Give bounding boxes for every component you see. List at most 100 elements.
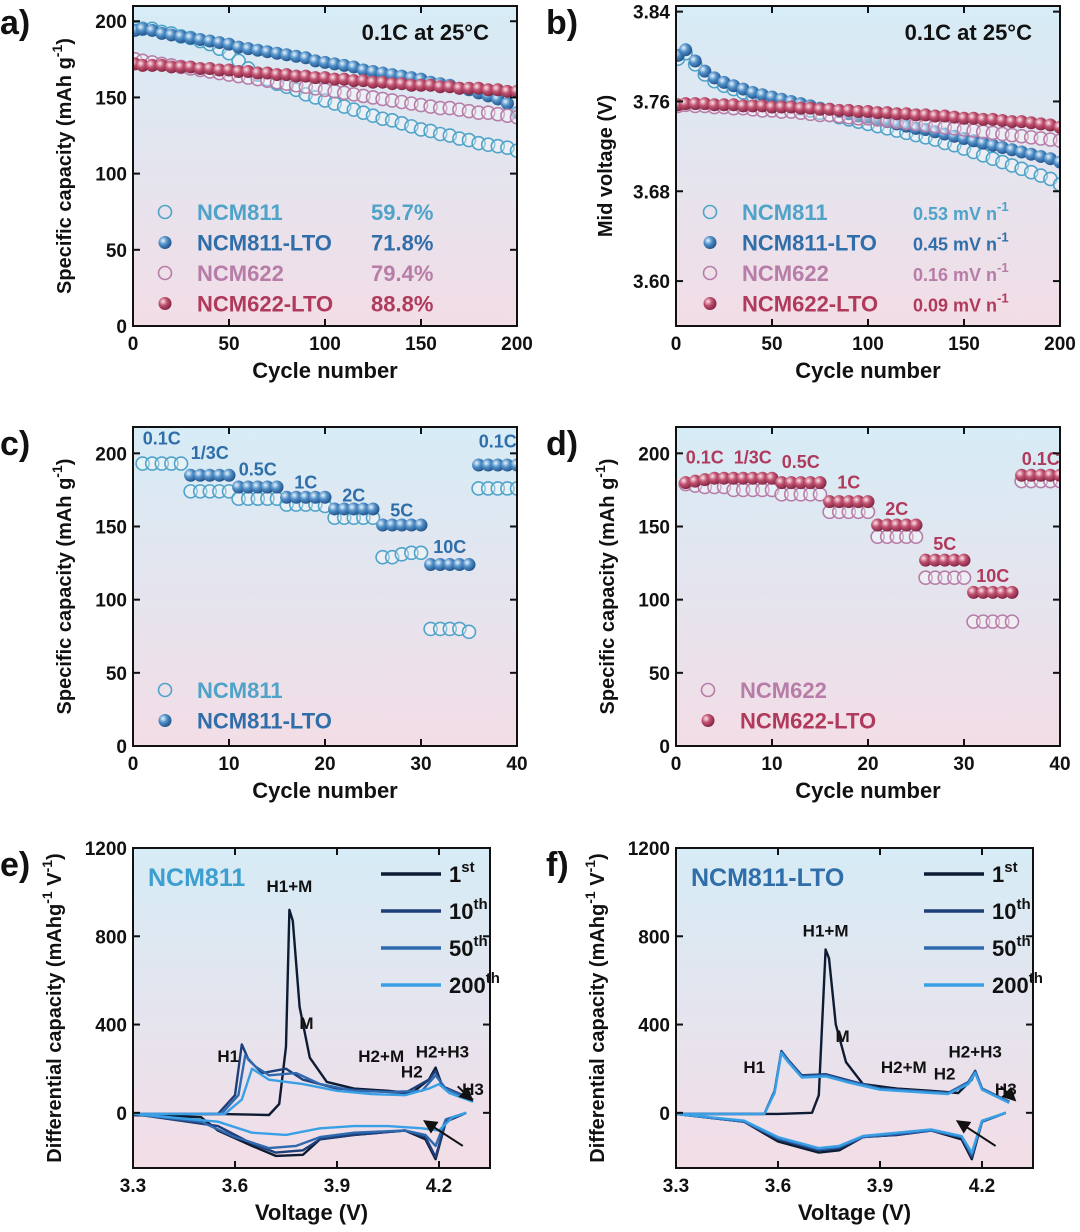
data-point [851, 105, 865, 119]
x-tick-label: 0 [128, 754, 139, 775]
y-tick-label: 3.76 [633, 92, 670, 113]
x-tick-label: 4.2 [969, 1176, 995, 1197]
data-point [347, 74, 361, 88]
data-point [270, 46, 284, 60]
data-point [174, 29, 188, 43]
data-point [908, 529, 924, 545]
legend-label: NCM622 [197, 261, 284, 286]
legend-label: 200th [992, 970, 1043, 998]
legend-marker [157, 265, 173, 281]
legend-label: NCM811-LTO [197, 231, 332, 256]
x-tick-label: 10 [761, 754, 782, 775]
data-point [698, 473, 712, 487]
data-point [184, 60, 198, 74]
peak-annotation: H2+H3 [949, 1043, 1002, 1062]
panel-label: c) [0, 425, 30, 463]
rate-label: 5C [933, 534, 956, 554]
legend-marker [158, 236, 172, 249]
data-point [452, 81, 466, 95]
legend-marker [158, 714, 172, 727]
x-tick-label: 200 [1044, 334, 1076, 355]
peak-annotation: H2+H3 [416, 1043, 469, 1062]
data-point [212, 36, 226, 50]
data-point [433, 80, 447, 94]
data-point [957, 111, 971, 125]
data-point [443, 558, 457, 572]
trend-arrow [423, 1120, 464, 1147]
data-point [794, 476, 808, 490]
data-point [500, 84, 514, 98]
data-point [727, 471, 741, 485]
data-point [260, 480, 274, 494]
y-tick-label: 0 [116, 737, 127, 758]
data-point [193, 468, 207, 482]
data-point [491, 83, 505, 97]
data-point [299, 69, 313, 83]
y-axis-label: Mid voltage (V) [595, 95, 617, 237]
data-point [1053, 468, 1060, 482]
data-point [260, 66, 274, 80]
data-point [366, 65, 380, 79]
data-point [337, 502, 351, 516]
data-point [755, 471, 769, 485]
legend-value: 0.09 mV n-1 [913, 291, 1009, 316]
data-point [385, 518, 399, 532]
x-tick-label: 20 [314, 754, 335, 775]
trend-arrow [955, 1120, 997, 1147]
data-point [491, 458, 505, 472]
series-line-discharge [676, 1111, 1007, 1154]
data-point [222, 468, 236, 482]
data-point [270, 480, 284, 494]
x-tick-label: 4.2 [426, 1176, 452, 1197]
data-point [136, 22, 150, 36]
data-point [1052, 133, 1060, 149]
data-point [880, 518, 894, 532]
data-point [318, 55, 332, 69]
data-point [986, 585, 1000, 599]
x-axis-label: Cycle number [795, 778, 941, 803]
plot-background [133, 6, 517, 326]
data-point [385, 68, 399, 82]
data-point [500, 458, 514, 472]
legend-marker [703, 236, 717, 249]
series-line-charge [133, 1067, 474, 1116]
legend-marker [700, 682, 716, 698]
data-point [212, 468, 226, 482]
x-tick-label: 3.3 [120, 1176, 146, 1197]
data-point [861, 495, 875, 509]
data-point [995, 585, 1009, 599]
data-point [424, 78, 438, 92]
legend-label: NCM811-LTO [742, 231, 877, 256]
x-tick-label: 0 [671, 754, 682, 775]
data-point [679, 97, 693, 111]
data-point [308, 490, 322, 504]
legend-label: 10th [992, 896, 1031, 924]
data-point [136, 58, 150, 72]
y-axis-label: Specific capacity (mAh g-1) [49, 38, 76, 294]
data-point [395, 518, 409, 532]
chart-panel-c: c) 0.1C 1/3C 0.5C 1C 2C 5C 10C 0.1C 0 10 20 30 40 0 50 1… [0, 425, 528, 803]
data-point [832, 495, 846, 509]
x-tick-label: 50 [218, 334, 239, 355]
data-point [289, 490, 303, 504]
data-point [270, 68, 284, 82]
x-tick-label: 40 [1049, 754, 1070, 775]
series-line-charge [133, 1043, 474, 1116]
rate-label: 5C [390, 500, 413, 520]
data-point [919, 553, 933, 567]
x-tick-label: 0 [128, 334, 139, 355]
data-point [510, 84, 517, 98]
y-tick-label: 150 [95, 518, 127, 539]
y-tick-label: 400 [95, 1016, 127, 1037]
data-point [155, 58, 169, 72]
y-tick-label: 400 [638, 1016, 670, 1037]
data-point [500, 97, 514, 111]
peak-annotation: H1 [743, 1058, 765, 1077]
peak-annotation: H2 [934, 1065, 956, 1084]
chart-title: NCM811 [148, 864, 245, 892]
data-point [717, 98, 731, 112]
y-tick-label: 200 [95, 444, 127, 465]
legend-value: 88.8% [371, 292, 433, 317]
